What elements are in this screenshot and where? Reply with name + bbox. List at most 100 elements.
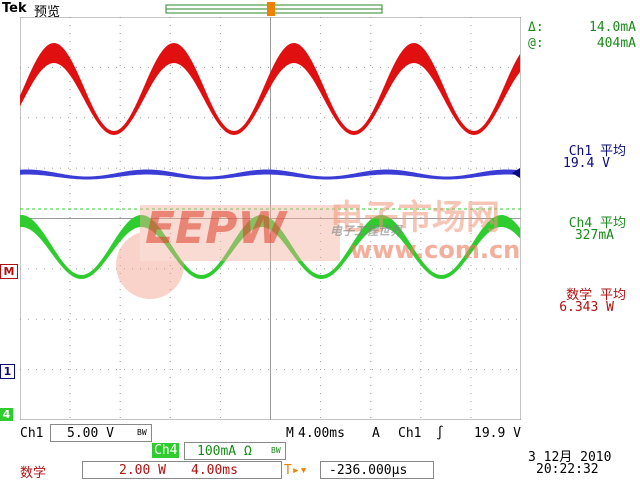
grid-dot	[169, 281, 171, 282]
grid-dot	[124, 117, 125, 119]
grid-dot	[340, 369, 341, 371]
math-label[interactable]: 数学	[20, 466, 47, 481]
ch1-label[interactable]: Ch1	[20, 426, 44, 441]
grid-dot	[364, 318, 365, 320]
grid-dot	[164, 369, 165, 371]
grid-dot	[516, 167, 517, 169]
grid-dot	[420, 97, 422, 98]
ch1-scale-box[interactable]: 5.00 V BW	[50, 424, 152, 442]
grid-dot	[140, 369, 141, 371]
grid-dot	[92, 268, 93, 270]
trigger-level[interactable]: 19.9 V	[474, 426, 521, 441]
grid-dot	[470, 193, 472, 194]
grid-dot	[44, 66, 45, 68]
grid-dot	[92, 369, 93, 371]
grid-dot	[470, 185, 472, 186]
math-scale-box[interactable]: 2.00 W 4.00ms	[82, 461, 282, 479]
grid-dot	[219, 361, 221, 362]
waveform-display[interactable]	[20, 17, 521, 420]
grid-dot	[468, 167, 469, 169]
grid-dot	[69, 297, 71, 298]
grid-dot	[219, 393, 221, 394]
grid-dot	[169, 233, 171, 234]
grid-dot	[140, 117, 141, 119]
grid-dot	[119, 121, 121, 122]
grid-dot	[292, 369, 293, 371]
grid-dot	[320, 257, 322, 258]
grid-dot	[452, 318, 453, 320]
grid-dot	[220, 369, 221, 371]
grid-dot	[260, 369, 261, 371]
grid-dot	[484, 117, 485, 119]
cursor-delta-readout: Δ: 14.0mA	[528, 20, 636, 35]
grid-dot	[169, 409, 171, 410]
grid-dot	[420, 193, 422, 194]
grid-dot	[470, 217, 472, 218]
grid-dot	[420, 89, 422, 90]
grid-dot	[60, 66, 61, 68]
grid-dot	[169, 393, 171, 394]
grid-dot	[380, 369, 381, 371]
grid-dot	[69, 393, 71, 394]
grid-dot	[320, 313, 322, 314]
grid-dot	[470, 25, 472, 26]
grid-dot	[119, 153, 121, 154]
grid-dot	[119, 273, 121, 274]
grid-dot	[268, 369, 269, 371]
measurement-ch4-title[interactable]: Ch4 平均	[568, 216, 626, 231]
grid-dot	[470, 81, 472, 82]
trigger-offset-box[interactable]: -236.000μs	[320, 461, 434, 479]
grid-dot	[119, 377, 121, 378]
grid-dot	[169, 25, 171, 26]
trigger-slope-icon[interactable]: ∫	[436, 426, 444, 441]
grid-dot	[116, 167, 117, 169]
grid-dot	[69, 337, 71, 338]
grid-dot	[69, 105, 71, 106]
grid-dot	[320, 73, 322, 74]
grid-dot	[340, 66, 341, 68]
grid-dot	[140, 66, 141, 68]
grid-dot	[180, 167, 181, 169]
grid-dot	[300, 369, 301, 371]
measurement-ch1-title[interactable]: Ch1 平均	[568, 144, 626, 159]
grid-dot	[492, 268, 493, 270]
grid-dot	[320, 185, 322, 186]
grid-dot	[236, 117, 237, 119]
grid-dot	[100, 167, 101, 169]
grid-dot	[320, 193, 322, 194]
ch4-label[interactable]: Ch4	[152, 443, 180, 458]
grid-dot	[284, 268, 285, 270]
grid-dot	[76, 66, 77, 68]
grid-dot	[244, 117, 245, 119]
trigger-source[interactable]: Ch1	[398, 426, 422, 441]
grid-dot	[356, 318, 357, 320]
grid-dot	[324, 318, 325, 320]
grid-dot	[332, 66, 333, 68]
math-ground-marker[interactable]: M	[0, 264, 18, 279]
ch4-scale-box[interactable]: 100mA Ω BW	[184, 442, 286, 460]
trigger-level-arrow-icon[interactable]	[510, 168, 520, 178]
grid-dot	[348, 268, 349, 270]
grid-dot	[116, 117, 117, 119]
grid-dot	[476, 167, 477, 169]
grid-dot	[444, 268, 445, 270]
ch4-ground-marker[interactable]: 4	[0, 408, 13, 421]
grid-dot	[516, 117, 517, 119]
grid-dot	[119, 209, 121, 210]
timebase-value[interactable]: 4.00ms	[298, 426, 345, 441]
grid-dot	[219, 97, 221, 98]
grid-dot	[320, 393, 322, 394]
ch1-ground-marker[interactable]: 1	[0, 364, 15, 379]
grid-dot	[320, 201, 322, 202]
measurement-math-title[interactable]: 数学 平均	[566, 288, 626, 303]
grid-dot	[169, 361, 171, 362]
grid-dot	[420, 345, 422, 346]
grid-dot	[164, 66, 165, 68]
cursor-at-value: 404mA	[596, 36, 636, 51]
grid-dot	[119, 337, 121, 338]
grid-dot	[420, 81, 422, 82]
grid-dot	[412, 318, 413, 320]
grid-dot	[420, 73, 422, 74]
grid-dot	[169, 185, 171, 186]
record-position-indicator[interactable]	[160, 2, 390, 16]
